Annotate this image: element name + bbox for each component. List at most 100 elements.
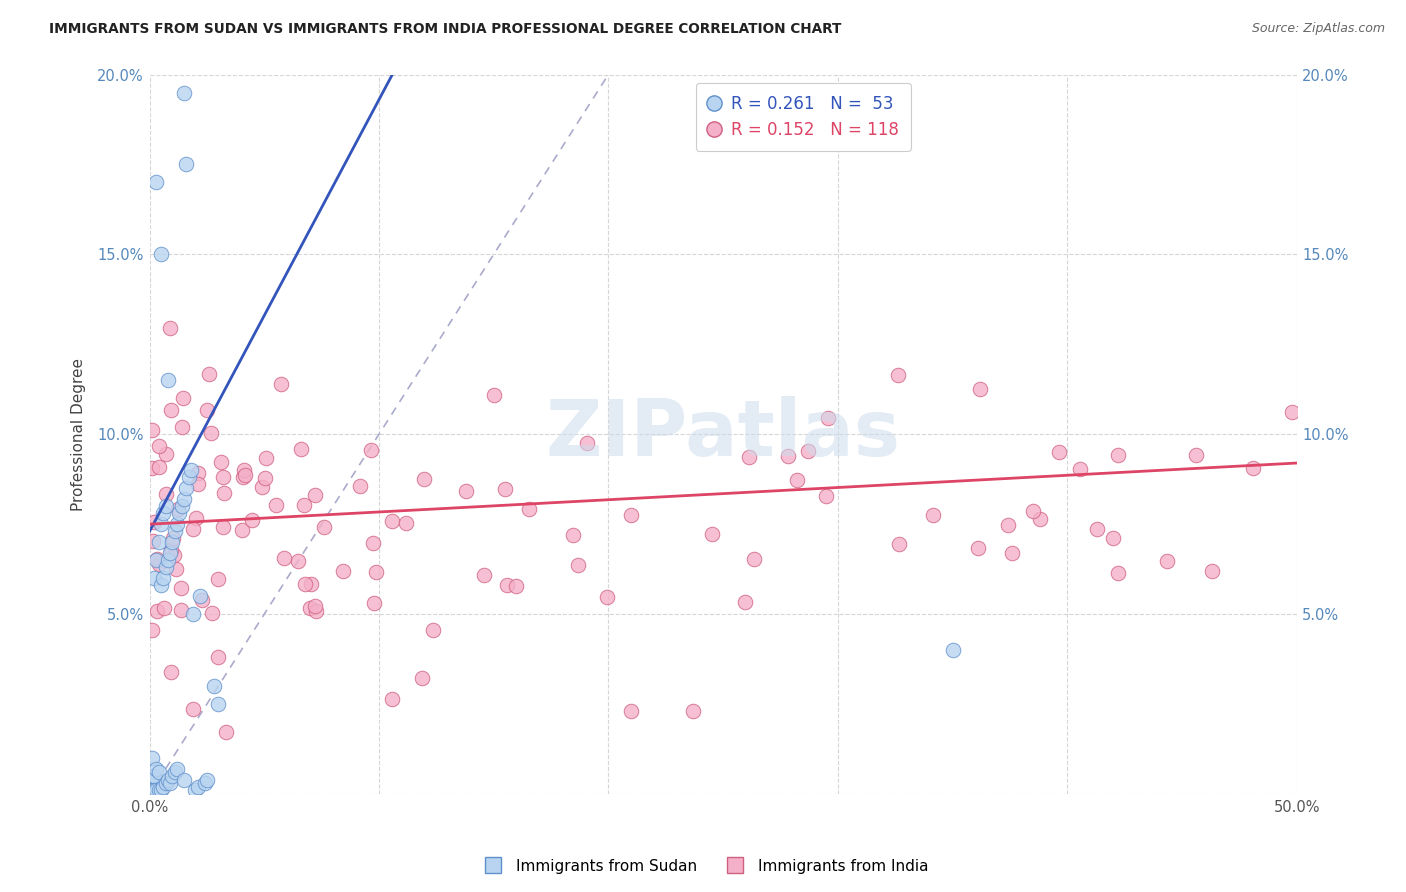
Point	[187, 780, 209, 794]
Point	[141, 623, 163, 637]
Point	[148, 783, 170, 797]
Point	[170, 500, 193, 514]
Point	[170, 420, 193, 434]
Point	[155, 447, 177, 461]
Point	[160, 403, 183, 417]
Point	[142, 515, 165, 529]
Point	[482, 388, 505, 402]
Point	[195, 403, 218, 417]
Point	[232, 470, 254, 484]
Point	[1107, 566, 1129, 580]
Point	[517, 502, 540, 516]
Point	[304, 488, 326, 502]
Point	[273, 551, 295, 566]
Point	[194, 776, 217, 790]
Point	[152, 571, 174, 585]
Point	[472, 568, 495, 582]
Point	[145, 783, 167, 797]
Point	[575, 436, 598, 450]
Point	[142, 534, 165, 549]
Point	[150, 578, 173, 592]
Point	[786, 473, 808, 487]
Point	[159, 543, 181, 558]
Point	[211, 520, 233, 534]
Point	[173, 772, 195, 787]
Point	[299, 577, 322, 591]
Point	[360, 442, 382, 457]
Point	[966, 541, 988, 555]
Point	[143, 769, 166, 783]
Point	[332, 564, 354, 578]
Point	[744, 551, 766, 566]
Point	[141, 769, 163, 783]
Point	[162, 769, 184, 783]
Point	[254, 451, 277, 466]
Point	[381, 514, 404, 528]
Point	[494, 483, 516, 497]
Point	[363, 596, 385, 610]
Point	[305, 603, 328, 617]
Point	[184, 511, 207, 525]
Point	[997, 517, 1019, 532]
Point	[1022, 504, 1045, 518]
Point	[349, 479, 371, 493]
Point	[170, 603, 193, 617]
Point	[162, 535, 184, 549]
Point	[155, 776, 177, 790]
Point	[152, 780, 174, 794]
Point	[148, 535, 170, 549]
Point	[233, 467, 256, 482]
Point	[146, 552, 169, 566]
Point	[298, 601, 321, 615]
Point	[181, 522, 204, 536]
Point	[1102, 531, 1125, 545]
Point	[163, 524, 186, 539]
Point	[817, 410, 839, 425]
Point	[1069, 462, 1091, 476]
Point	[422, 623, 444, 637]
Point	[159, 776, 181, 790]
Point	[156, 373, 179, 387]
Point	[143, 783, 166, 797]
Point	[596, 591, 619, 605]
Point	[361, 536, 384, 550]
Point	[1107, 448, 1129, 462]
Point	[620, 704, 643, 718]
Point	[1156, 554, 1178, 568]
Point	[181, 607, 204, 621]
Point	[889, 537, 911, 551]
Point	[174, 481, 197, 495]
Point	[202, 679, 225, 693]
Point	[148, 557, 170, 571]
Point	[682, 704, 704, 718]
Point	[240, 513, 263, 527]
Point	[162, 531, 184, 545]
Point	[172, 391, 194, 405]
Point	[270, 376, 292, 391]
Point	[287, 554, 309, 568]
Point	[155, 500, 177, 514]
Point	[215, 724, 238, 739]
Text: IMMIGRANTS FROM SUDAN VS IMMIGRANTS FROM INDIA PROFESSIONAL DEGREE CORRELATION C: IMMIGRANTS FROM SUDAN VS IMMIGRANTS FROM…	[49, 22, 842, 37]
Point	[561, 528, 583, 542]
Text: Source: ZipAtlas.com: Source: ZipAtlas.com	[1251, 22, 1385, 36]
Point	[148, 459, 170, 474]
Point	[941, 643, 963, 657]
Legend: R = 0.261   N =  53, R = 0.152   N = 118: R = 0.261 N = 53, R = 0.152 N = 118	[696, 83, 911, 151]
Point	[156, 553, 179, 567]
Point	[496, 578, 519, 592]
Point	[166, 517, 188, 532]
Point	[264, 498, 287, 512]
Point	[141, 423, 163, 437]
Point	[188, 589, 211, 603]
Point	[141, 751, 163, 765]
Point	[207, 572, 229, 586]
Y-axis label: Professional Degree: Professional Degree	[72, 358, 86, 511]
Point	[250, 479, 273, 493]
Point	[1085, 522, 1108, 536]
Point	[797, 443, 820, 458]
Point	[198, 367, 221, 381]
Point	[145, 553, 167, 567]
Point	[207, 697, 229, 711]
Point	[411, 671, 433, 685]
